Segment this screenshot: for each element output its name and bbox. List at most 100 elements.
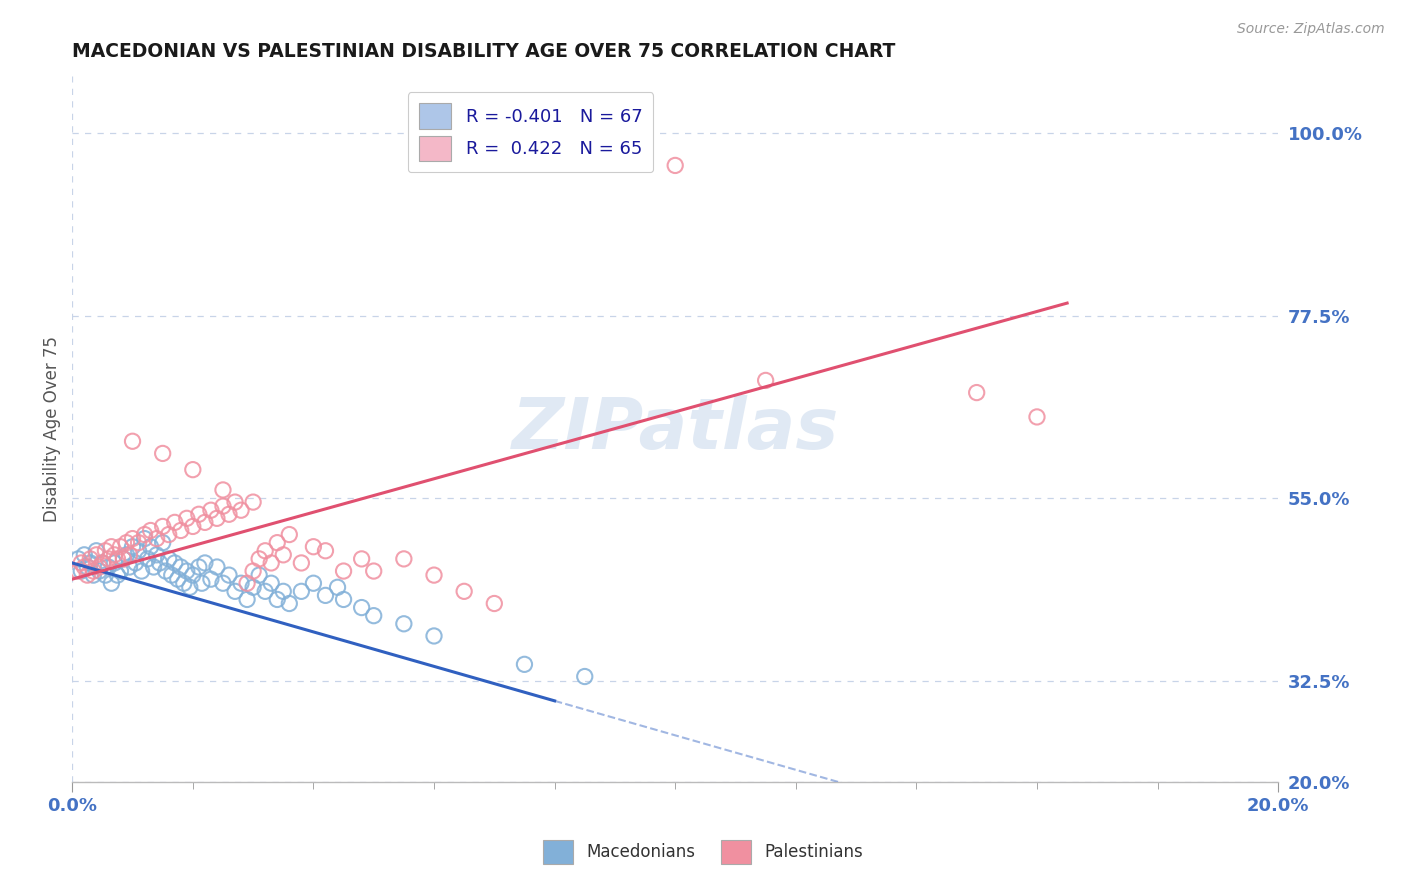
Point bbox=[181, 463, 204, 477]
Point bbox=[229, 576, 252, 591]
Point bbox=[236, 592, 259, 607]
Point bbox=[152, 535, 174, 549]
Text: ZIPatlas: ZIPatlas bbox=[512, 394, 839, 464]
Point bbox=[103, 556, 125, 570]
Point bbox=[121, 532, 143, 546]
Point bbox=[423, 568, 446, 582]
Legend: R = -0.401   N = 67, R =  0.422   N = 65: R = -0.401 N = 67, R = 0.422 N = 65 bbox=[408, 92, 654, 172]
Legend: Macedonians, Palestinians: Macedonians, Palestinians bbox=[537, 833, 869, 871]
Point bbox=[100, 540, 122, 554]
Point bbox=[278, 527, 301, 541]
Point bbox=[453, 584, 475, 599]
Point bbox=[131, 564, 153, 578]
Point bbox=[112, 552, 135, 566]
Point bbox=[76, 560, 98, 574]
Point bbox=[350, 552, 373, 566]
Point bbox=[271, 584, 294, 599]
Point bbox=[212, 499, 235, 513]
Point bbox=[966, 385, 988, 400]
Point bbox=[229, 503, 252, 517]
Point bbox=[260, 576, 283, 591]
Point bbox=[170, 560, 193, 574]
Point bbox=[160, 568, 183, 582]
Point bbox=[200, 503, 222, 517]
Point bbox=[70, 556, 93, 570]
Point bbox=[191, 576, 214, 591]
Point bbox=[91, 556, 114, 570]
Point bbox=[242, 495, 264, 509]
Point bbox=[128, 543, 150, 558]
Point bbox=[79, 552, 101, 566]
Point bbox=[260, 556, 283, 570]
Point bbox=[194, 556, 217, 570]
Point bbox=[82, 564, 104, 578]
Point bbox=[134, 532, 156, 546]
Point bbox=[224, 495, 246, 509]
Point bbox=[170, 524, 193, 538]
Point bbox=[142, 560, 165, 574]
Point bbox=[124, 556, 146, 570]
Point bbox=[212, 483, 235, 497]
Point bbox=[314, 543, 336, 558]
Point bbox=[513, 657, 536, 672]
Point bbox=[139, 540, 162, 554]
Point bbox=[91, 556, 114, 570]
Point bbox=[173, 576, 195, 591]
Point bbox=[163, 516, 186, 530]
Point bbox=[302, 540, 325, 554]
Point bbox=[278, 597, 301, 611]
Point bbox=[149, 556, 172, 570]
Point bbox=[94, 568, 117, 582]
Point bbox=[107, 552, 129, 566]
Point bbox=[664, 158, 686, 172]
Point bbox=[89, 564, 111, 578]
Point bbox=[139, 524, 162, 538]
Point bbox=[67, 564, 90, 578]
Point bbox=[194, 516, 217, 530]
Text: Source: ZipAtlas.com: Source: ZipAtlas.com bbox=[1237, 22, 1385, 37]
Point bbox=[163, 556, 186, 570]
Point bbox=[242, 564, 264, 578]
Point bbox=[118, 560, 141, 574]
Point bbox=[350, 600, 373, 615]
Point bbox=[266, 592, 288, 607]
Point bbox=[326, 580, 349, 594]
Point bbox=[392, 552, 415, 566]
Point bbox=[574, 669, 596, 683]
Point bbox=[107, 568, 129, 582]
Point bbox=[392, 616, 415, 631]
Point bbox=[254, 584, 277, 599]
Point bbox=[145, 548, 167, 562]
Point bbox=[136, 552, 159, 566]
Point bbox=[271, 548, 294, 562]
Point bbox=[247, 568, 270, 582]
Point bbox=[97, 552, 120, 566]
Point bbox=[110, 540, 132, 554]
Point bbox=[121, 434, 143, 449]
Point bbox=[157, 527, 180, 541]
Point bbox=[423, 629, 446, 643]
Point bbox=[86, 543, 108, 558]
Point bbox=[363, 608, 385, 623]
Point bbox=[755, 373, 778, 387]
Point bbox=[205, 511, 228, 525]
Point bbox=[176, 511, 198, 525]
Point bbox=[332, 592, 354, 607]
Point bbox=[70, 564, 93, 578]
Point bbox=[73, 548, 96, 562]
Point bbox=[236, 576, 259, 591]
Point bbox=[76, 568, 98, 582]
Point bbox=[79, 556, 101, 570]
Point bbox=[110, 564, 132, 578]
Point bbox=[290, 556, 312, 570]
Point bbox=[290, 584, 312, 599]
Point bbox=[118, 548, 141, 562]
Point bbox=[314, 588, 336, 602]
Point bbox=[82, 568, 104, 582]
Point bbox=[176, 564, 198, 578]
Point bbox=[155, 564, 177, 578]
Point bbox=[115, 535, 138, 549]
Point bbox=[112, 552, 135, 566]
Point bbox=[181, 568, 204, 582]
Point bbox=[134, 527, 156, 541]
